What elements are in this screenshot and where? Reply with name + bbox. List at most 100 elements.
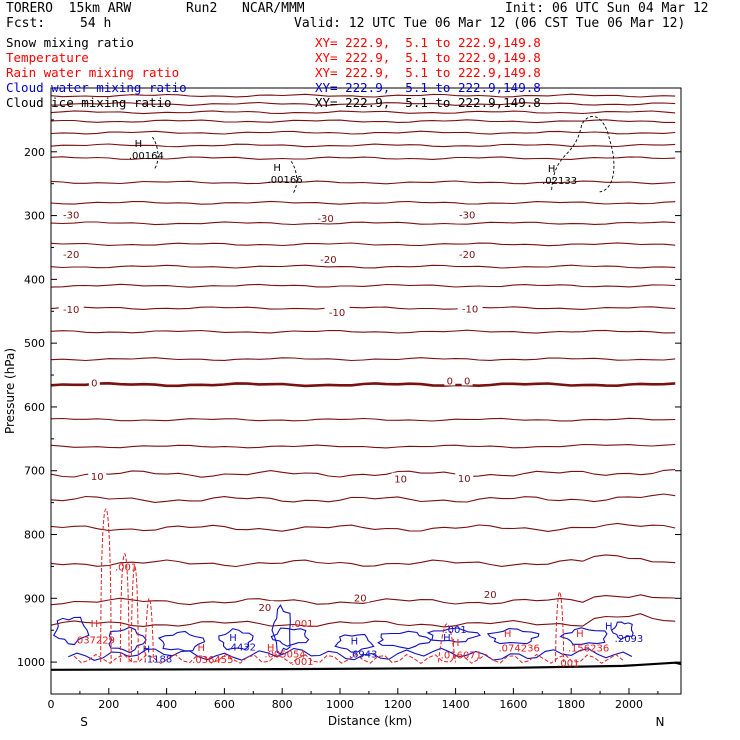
cloud-water-label: .4432 bbox=[227, 642, 256, 653]
rain-max-marker: H bbox=[576, 629, 584, 640]
legend-snow-xy: XY= 222.9, 5.1 to 222.9,149.8 bbox=[315, 35, 541, 50]
isotherm-label: -30 bbox=[317, 214, 333, 225]
isotherm-label-bg bbox=[88, 376, 100, 388]
isotherm-label: -10 bbox=[462, 304, 478, 315]
isotherm-16 bbox=[50, 522, 676, 532]
forecast-label: Fcst: bbox=[6, 16, 46, 31]
cloud-water-contours bbox=[52, 604, 634, 661]
ice-max-label: .00166 bbox=[268, 175, 303, 186]
x-tick-label: 1000 bbox=[326, 698, 354, 711]
isotherm--40 bbox=[50, 130, 676, 135]
isotherm--60 bbox=[50, 93, 676, 98]
cloud-water-label: .2093 bbox=[615, 634, 644, 645]
legend-rain-xy: XY= 222.9, 5.1 to 222.9,149.8 bbox=[315, 65, 541, 80]
cloud-water-contour bbox=[559, 627, 608, 645]
isotherm--10 bbox=[50, 306, 676, 310]
isotherm-label: 0 bbox=[447, 376, 453, 387]
legend-cloud-water: Cloud water mixing ratio bbox=[6, 80, 187, 95]
y-tick-label: 400 bbox=[24, 273, 45, 286]
rain-label: .074236 bbox=[498, 644, 539, 655]
isotherm-label: 10 bbox=[394, 475, 407, 486]
rain-contours bbox=[73, 508, 624, 665]
isotherm-label: -10 bbox=[63, 305, 79, 316]
rain-label: .001 bbox=[291, 657, 313, 668]
isotherm--33 bbox=[50, 156, 676, 160]
y-tick-label: 200 bbox=[24, 146, 45, 159]
isotherm-label: -20 bbox=[63, 250, 79, 261]
rain-max-marker: H bbox=[452, 638, 460, 649]
south-label: S bbox=[80, 715, 88, 729]
isotherm-label-bg bbox=[58, 302, 84, 314]
ice-max-marker: H bbox=[273, 163, 281, 174]
rain-contour bbox=[100, 508, 112, 663]
ice-max-marker: H bbox=[135, 139, 143, 150]
isotherm-label: 20 bbox=[258, 603, 271, 614]
isotherm-label-bg bbox=[351, 591, 370, 603]
cloud-water-contour bbox=[270, 627, 310, 647]
y-tick-label: 600 bbox=[24, 401, 45, 414]
isotherm--50 bbox=[50, 110, 676, 115]
isotherm--55 bbox=[51, 101, 676, 106]
isotherm-label: -30 bbox=[459, 211, 475, 222]
x-tick-label: 1200 bbox=[384, 698, 412, 711]
isotherm-3 bbox=[50, 417, 676, 422]
isotherm--25 bbox=[50, 200, 676, 205]
ice-contour bbox=[290, 160, 298, 194]
legend-temperature-xy: XY= 222.9, 5.1 to 222.9,149.8 bbox=[315, 50, 541, 65]
rain-label: .001 bbox=[291, 619, 313, 630]
isotherm-0 bbox=[50, 381, 676, 388]
isotherm-label: 0 bbox=[464, 376, 470, 387]
isotherm--20 bbox=[50, 242, 676, 247]
isotherm-label: -20 bbox=[320, 255, 336, 266]
isotherm-label-bg bbox=[391, 472, 410, 484]
isotherm-label-bg bbox=[58, 248, 84, 260]
legend-cloud-ice: Cloud ice mixing ratio bbox=[6, 95, 172, 110]
isotherm-6 bbox=[50, 443, 676, 449]
isotherm-label: -30 bbox=[63, 211, 79, 222]
isotherm--15 bbox=[50, 264, 676, 269]
isotherm-label: -20 bbox=[459, 250, 475, 261]
isotherm-18 bbox=[50, 554, 676, 568]
rain-max-marker: H bbox=[504, 629, 512, 640]
rain-contour bbox=[73, 653, 624, 665]
x-tick-label: 0 bbox=[48, 698, 55, 711]
rain-label: .156236 bbox=[568, 644, 609, 655]
isotherm-label-bg bbox=[455, 472, 474, 484]
cloud-water-label: .001 bbox=[444, 625, 466, 636]
ground-surface bbox=[50, 661, 682, 671]
legend-temperature: Temperature bbox=[6, 50, 89, 65]
y-tick-label: 700 bbox=[24, 465, 45, 478]
rain-contour bbox=[119, 553, 130, 663]
x-tick-label: 1600 bbox=[499, 698, 527, 711]
y-tick-label: 800 bbox=[24, 529, 45, 542]
x-tick-label: 600 bbox=[214, 698, 235, 711]
y-tick-label: 900 bbox=[24, 592, 45, 605]
rain-contour bbox=[130, 565, 139, 663]
legend-cloud-ice-xy: XY= 222.9, 5.1 to 222.9,149.8 bbox=[315, 95, 541, 110]
temperature-isotherms bbox=[50, 93, 676, 628]
cloud-water-contour bbox=[108, 626, 147, 654]
cloud-max-marker: H bbox=[443, 633, 451, 644]
model-title: TORERO 15km ARW bbox=[6, 1, 132, 16]
isotherm-label-bg bbox=[315, 253, 341, 265]
isotherm-13 bbox=[50, 493, 676, 503]
isotherm--22 bbox=[50, 221, 676, 226]
x-axis-label: Distance (km) bbox=[328, 714, 412, 728]
x-tick-label: 400 bbox=[156, 698, 177, 711]
x-tick-label: 2000 bbox=[615, 698, 643, 711]
rain-max-marker: H bbox=[91, 619, 99, 630]
isotherm-label-bg bbox=[58, 208, 84, 220]
isotherm-label-bg bbox=[88, 470, 107, 482]
cloud-water-contour bbox=[610, 621, 634, 641]
cloud-water-contour bbox=[157, 630, 206, 652]
cloud-water-contour bbox=[334, 633, 375, 653]
isotherm-label-bg bbox=[461, 374, 473, 386]
rain-label: .001 bbox=[115, 563, 137, 574]
isotherm-label: 10 bbox=[458, 474, 471, 485]
isotherm-label: 10 bbox=[91, 472, 104, 483]
ground-line bbox=[50, 661, 682, 671]
valid-time: Valid: 12 UTC Tue 06 Mar 12 (06 CST Tue … bbox=[294, 16, 686, 31]
ice-contour bbox=[152, 136, 159, 170]
ice-max-marker: H bbox=[548, 164, 556, 175]
isotherm-label-bg bbox=[444, 374, 456, 386]
